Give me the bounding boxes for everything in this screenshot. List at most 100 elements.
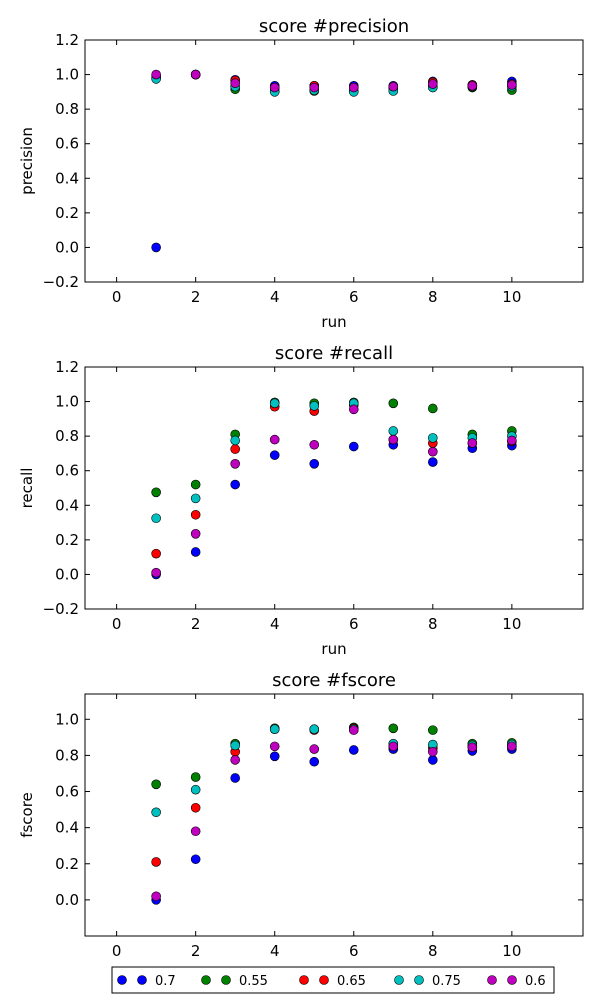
y-tick-label: 0.8 — [55, 427, 79, 445]
data-point — [348, 441, 359, 452]
x-tick-label: 6 — [349, 942, 359, 960]
y-tick-label: 0.2 — [55, 531, 79, 549]
y-tick-label: 0.6 — [55, 783, 79, 801]
data-point — [348, 745, 359, 755]
data-point — [151, 891, 161, 902]
legend-label: 0.75 — [432, 974, 461, 989]
chart-title-recall: score #recall — [275, 343, 393, 364]
data-point — [190, 854, 201, 865]
data-point — [151, 69, 161, 80]
chart-title-fscore: score #fscore — [272, 670, 396, 691]
chart-panel-precision: score #precision precision run 0 2 4 6 8 10 −0.2 0… — [18, 16, 584, 331]
data-point — [428, 755, 438, 765]
y-tick-label: 1.0 — [55, 393, 79, 411]
legend-box — [111, 966, 555, 994]
data-point — [230, 435, 240, 446]
data-point — [151, 487, 161, 498]
y-tick-label: 0.4 — [55, 819, 79, 837]
y-tick-label: 1.2 — [55, 31, 79, 49]
legend-marker — [201, 975, 211, 985]
x-tick-label: 8 — [428, 942, 438, 960]
y-tick-label: 0.6 — [55, 462, 79, 480]
data-point — [230, 458, 240, 469]
data-point — [151, 548, 161, 559]
x-tick-label: 6 — [349, 288, 359, 306]
x-axis-label-precision: run — [321, 313, 346, 331]
chart-panel-fscore: score #fscore fscore 0 2 4 6 8 10 0.0 0.2 0.4 0.6 0.… — [18, 670, 584, 960]
data-point — [190, 547, 201, 557]
y-tick-label: 0.8 — [55, 100, 79, 118]
y-tick-label: 0.4 — [55, 496, 79, 514]
legend-item: 0.6 — [487, 974, 546, 989]
x-tick-label: 0 — [112, 615, 122, 633]
y-tick-label: −0.2 — [43, 600, 79, 618]
legend-item: 0.55 — [201, 974, 268, 989]
y-tick-label: 0.0 — [55, 891, 79, 909]
legend-label: 0.6 — [525, 974, 546, 989]
x-tick-label: 8 — [428, 288, 438, 306]
x-tick-label: 4 — [270, 615, 280, 633]
legend-marker — [221, 975, 231, 985]
data-point — [230, 444, 240, 454]
y-axis-label-recall: recall — [18, 468, 36, 509]
y-tick-label: 0.8 — [55, 746, 79, 764]
plot-frame-recall — [84, 366, 584, 610]
legend-marker — [394, 975, 404, 985]
data-point — [309, 439, 320, 450]
data-point — [190, 509, 201, 520]
data-point — [507, 80, 517, 90]
data-point — [309, 82, 320, 93]
data-point — [151, 807, 161, 818]
data-point — [269, 434, 280, 445]
data-point — [388, 741, 399, 752]
data-point — [428, 457, 438, 467]
data-point — [269, 450, 280, 460]
x-tick-label: 6 — [349, 615, 359, 633]
data-point — [388, 723, 399, 734]
data-point — [230, 479, 240, 490]
data-point — [151, 857, 161, 867]
y-tick-label: 0.2 — [55, 855, 79, 873]
x-tick-label: 10 — [502, 615, 521, 633]
data-point — [190, 493, 201, 504]
chart-title-precision: score #precision — [259, 16, 409, 37]
data-point — [190, 826, 201, 837]
data-point — [309, 401, 320, 411]
x-tick-label: 2 — [191, 942, 201, 960]
y-tick-label: 0.0 — [55, 565, 79, 583]
data-point — [309, 458, 320, 469]
data-point — [151, 779, 161, 790]
data-point — [428, 433, 438, 443]
legend-marker — [414, 975, 424, 985]
data-point — [269, 82, 280, 93]
data-point — [348, 404, 359, 415]
data-point — [348, 82, 359, 93]
data-point — [348, 725, 359, 735]
x-tick-label: 0 — [112, 942, 122, 960]
legend-item: 0.75 — [394, 974, 461, 989]
legend-marker — [117, 975, 127, 985]
legend-marker — [137, 975, 147, 985]
data-point — [467, 438, 478, 448]
data-point — [428, 725, 438, 735]
x-tick-label: 0 — [112, 288, 122, 306]
data-point — [269, 741, 280, 752]
data-point — [230, 755, 240, 765]
data-point — [230, 78, 240, 89]
data-point — [151, 567, 161, 578]
legend-marker — [487, 975, 497, 985]
data-point — [269, 751, 280, 762]
y-tick-label: 0.2 — [55, 204, 79, 222]
x-tick-label: 8 — [428, 615, 438, 633]
data-point — [269, 398, 280, 409]
plot-frame-fscore — [84, 693, 584, 937]
x-tick-label: 2 — [191, 288, 201, 306]
data-point — [190, 772, 201, 782]
data-point — [428, 79, 438, 89]
data-point — [309, 724, 320, 735]
x-tick-label: 4 — [270, 942, 280, 960]
y-axis-label-precision: precision — [18, 127, 36, 195]
legend-label: 0.65 — [337, 974, 366, 989]
y-axis-label-fscore: fscore — [18, 792, 36, 838]
